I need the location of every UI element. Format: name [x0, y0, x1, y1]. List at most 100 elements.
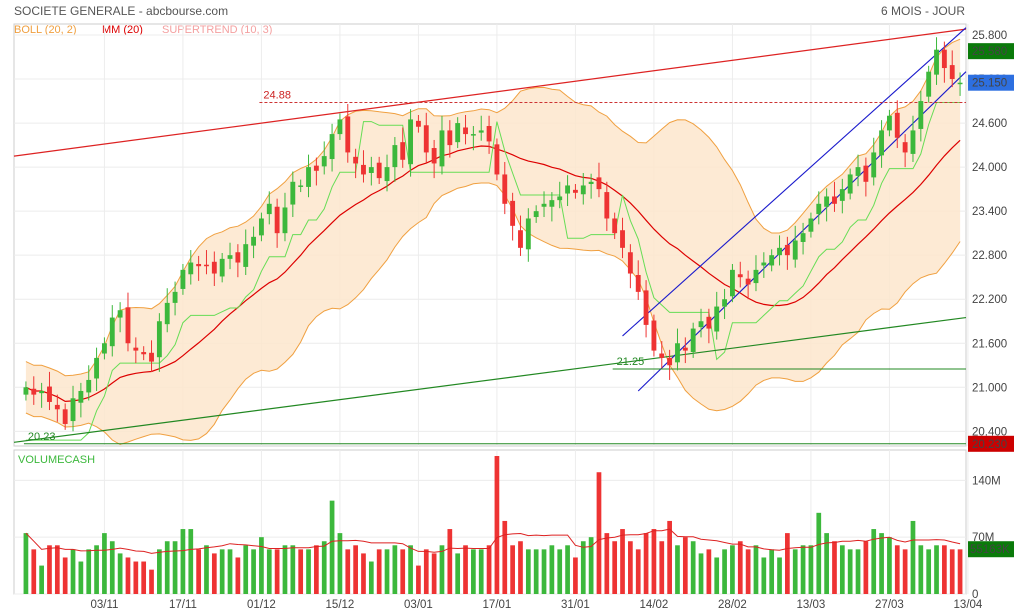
volume-bar [133, 561, 139, 594]
candle-body [886, 115, 892, 131]
volume-bar [502, 520, 508, 594]
candle-body [510, 200, 516, 226]
price-panel-frame [13, 23, 967, 447]
x-tick-label: 03/01 [404, 599, 433, 611]
candle-body [266, 203, 272, 215]
candle-body [572, 189, 578, 193]
candle-body [604, 192, 610, 219]
candle-body [902, 142, 908, 153]
legend-supertrend: SUPERTREND (10, 3) [162, 24, 272, 36]
price-tick-label: 22.800 [972, 250, 1007, 262]
volume-bar [463, 545, 468, 594]
volume-bar [337, 533, 343, 594]
volume-bar [368, 561, 374, 594]
volume-bar [172, 541, 178, 594]
candle-body [667, 357, 673, 366]
volume-bar [149, 569, 154, 594]
volume-bar [274, 549, 280, 594]
candle-body [855, 167, 861, 176]
candle-body [345, 116, 351, 153]
volume-bar [157, 549, 162, 594]
candle-body [313, 165, 319, 171]
candle-body [415, 120, 421, 127]
volume-bar [580, 541, 586, 594]
candle-body [769, 255, 775, 266]
volume-bar [667, 520, 672, 594]
x-tick-label: 27/03 [875, 599, 904, 611]
bollinger-lower [25, 182, 961, 446]
candle-body [722, 299, 728, 307]
candle-body [729, 269, 735, 297]
volume-bar [902, 549, 908, 594]
volume-bar [86, 549, 92, 594]
volume-bar [384, 549, 390, 594]
candle-body [470, 134, 476, 136]
candle-body [109, 317, 115, 347]
volume-bar [345, 549, 351, 594]
volume-bar [628, 541, 633, 594]
candle-body [219, 258, 225, 277]
candle-body [101, 343, 107, 354]
candle-body [957, 82, 963, 85]
volume-bar [219, 549, 225, 594]
candle-body [94, 357, 100, 379]
candle-body [423, 125, 429, 153]
volume-bar [620, 529, 625, 594]
candle-body [745, 278, 751, 285]
volume-tick-label: 70M [972, 532, 994, 544]
volume-bar [510, 545, 515, 594]
candle-body [133, 347, 139, 351]
volume-bar [816, 512, 822, 594]
candle-body [353, 156, 359, 164]
x-tick-label: 31/01 [561, 599, 590, 611]
volume-bar [439, 545, 445, 594]
price-tick-label: 25.800 [972, 30, 1007, 42]
candle-body [533, 211, 539, 218]
candle-body [400, 142, 406, 160]
candle-body [549, 200, 555, 207]
level-label: 24.88 [263, 90, 291, 102]
candle-body [235, 252, 241, 263]
volume-bar [541, 549, 547, 594]
candle-body [541, 203, 547, 207]
volume-bar [94, 545, 99, 594]
volume-bar [23, 533, 29, 594]
price-tick-label: 21.000 [972, 382, 1007, 394]
candle-body [337, 119, 343, 135]
candle-body [635, 274, 641, 292]
candle-body [23, 387, 29, 395]
candle-body [125, 307, 131, 344]
volume-bar [282, 545, 288, 594]
candle-body [839, 189, 845, 201]
price-tick-label: 21.600 [972, 338, 1007, 350]
candle-body [675, 343, 680, 363]
volume-bar [321, 541, 327, 594]
volume-bar [604, 533, 610, 594]
candle-body [784, 244, 790, 256]
candle-body [70, 398, 76, 422]
candle-body [580, 185, 586, 195]
volume-bar [714, 557, 720, 594]
volume-bar [887, 537, 892, 594]
candle-body [557, 196, 563, 201]
volume-bar [942, 545, 947, 594]
support-price-tag-bg [968, 435, 1014, 452]
candle-body [78, 390, 84, 403]
volume-bar [109, 541, 115, 594]
volume-bar [910, 520, 916, 594]
volume-bar [376, 549, 382, 594]
volume-bar [361, 553, 366, 594]
x-tick-label: 17/01 [483, 599, 512, 611]
candle-body [361, 164, 366, 175]
resistance-trendline [13, 28, 967, 157]
candle-body [196, 263, 202, 267]
candle-body [258, 218, 264, 236]
candle-body [408, 119, 414, 165]
candle-body [447, 130, 453, 146]
candle-body [941, 49, 947, 69]
volume-bar [431, 553, 437, 594]
volume-bar [761, 557, 767, 594]
volume-bar [894, 545, 900, 594]
candle-body [714, 306, 720, 332]
candle-body [620, 230, 625, 248]
